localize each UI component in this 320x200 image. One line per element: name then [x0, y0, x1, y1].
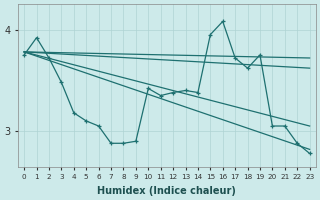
X-axis label: Humidex (Indice chaleur): Humidex (Indice chaleur)	[98, 186, 236, 196]
